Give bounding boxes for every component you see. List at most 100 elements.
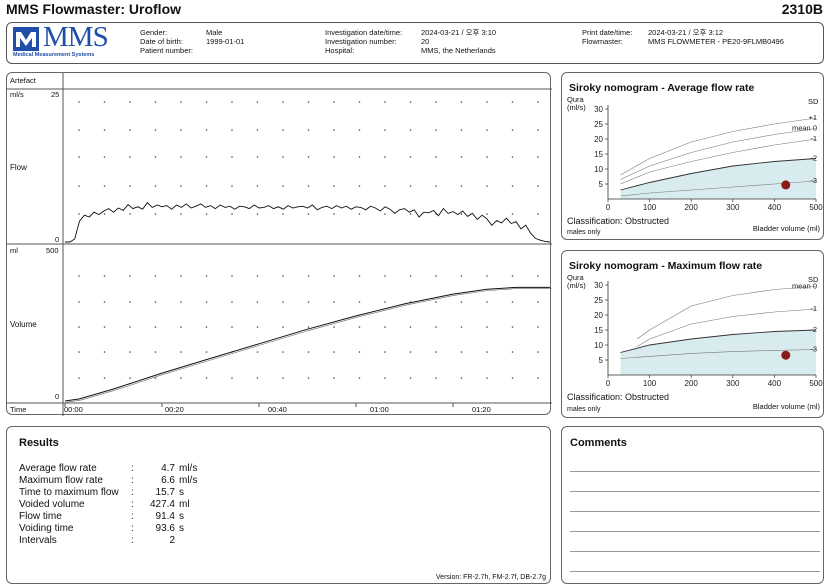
grid-dot [333,377,335,379]
grid-dot [282,129,284,131]
grid-dot [358,156,361,158]
grid-dot [180,377,182,379]
comments-panel: Comments [561,426,824,584]
grid-dot [358,213,361,215]
siroky-maximum-ylabel: Qura [567,273,584,282]
result-value: 91.4 [155,511,175,522]
result-unit: ml [179,499,190,510]
grid-dot [256,326,259,328]
sd-label: mean 0 [792,124,817,133]
dob-value: 1999-01-01 [206,37,245,46]
grid-dot [307,301,310,303]
x-tick-label: 500 [809,379,823,388]
grid-dot [282,275,284,277]
grid-dot [154,275,157,277]
grid-dot [129,101,131,103]
result-colon: : [131,487,134,498]
grid-dot [103,213,106,215]
results-panel: Results Average flow rate:4.7 ml/s Maximum… [6,426,551,584]
grid-dot [384,101,386,103]
print-labels: Print date/time: Flowmaster: [582,28,632,46]
siroky-maximum-sd-header: SD [808,275,819,284]
result-colon: : [131,535,134,546]
x-tick-label: 300 [726,379,740,388]
result-row: Flow time: 91.4 s [19,511,197,523]
result-label: Voiding time [19,523,74,534]
grid-dot [537,351,539,353]
grid-dot [205,185,208,187]
result-label: Average flow rate [19,463,97,474]
grid-dot [256,101,259,103]
grid-dot [307,129,310,131]
hospital-label: Hospital: [325,46,355,55]
flow-grid-dots [78,101,539,215]
grid-dot [486,101,488,103]
version-text: Version: FR-2.7h, FM-2.7f, DB-2.7g [435,574,546,581]
grid-dot [180,156,182,158]
grid-dot [154,351,157,353]
grid-dot [435,377,437,379]
grid-dot [511,351,514,353]
grid-dot [231,377,233,379]
grid-dot [180,129,182,131]
grid-dot [384,129,386,131]
grid-dot [409,156,412,158]
grid-dot [486,213,488,215]
y-tick-label: 25 [594,120,603,129]
grid-dot [358,326,361,328]
grid-dot [511,129,514,131]
result-label: Maximum flow rate [19,475,103,486]
print-datetime-label: Print date/time: [582,28,633,37]
y-tick-label: 30 [594,105,603,114]
grid-dot [205,101,208,103]
grid-dot [129,351,131,353]
grid-dot [282,213,284,215]
grid-dot [384,351,386,353]
sd-label: -3 [810,176,817,185]
result-row: Time to maximum flow: 15.7 s [19,487,197,499]
grid-dot [180,301,182,303]
grid-dot [103,185,106,187]
grid-dot [256,185,259,187]
result-colon: : [131,499,134,510]
grid-dot [358,129,361,131]
grid-dot [282,101,284,103]
grid-dot [384,377,386,379]
y-tick-label: 20 [594,135,603,144]
volume-ytick-max: 500 [46,246,59,255]
grid-dot [256,377,259,379]
grid-dot [537,377,539,379]
patient-number-label: Patient number: [140,46,193,55]
grid-dot [333,301,335,303]
grid-dot [129,129,131,131]
grid-dot [460,101,463,103]
grid-dot [154,156,157,158]
grid-dot [154,129,157,131]
y-tick-label: 5 [599,356,604,365]
time-ticks [64,403,454,407]
grid-dot [460,275,463,277]
grid-dot [129,156,131,158]
flowmaster-label: Flowmaster: [582,37,623,46]
x-tick-label: 500 [809,203,823,212]
grid-dot [205,129,208,131]
y-tick-label: 30 [594,281,603,290]
siroky-maximum-yunit: (ml/s) [567,281,586,290]
grid-dot [486,351,488,353]
sd-curve [620,158,817,191]
result-row: Average flow rate: 4.7 ml/s [19,463,197,475]
grid-dot [307,185,310,187]
artefact-label: Artefact [10,76,36,85]
y-tick-label: 10 [594,165,603,174]
grid-dot [537,129,539,131]
result-label: Voided volume [19,499,85,510]
grid-dot [282,301,284,303]
sd-curve [620,329,817,353]
patient-values: Male 1999-01-01 [206,28,244,46]
grid-dot [78,301,80,303]
grid-dot [384,156,386,158]
flowmaster-value: MMS FLOWMETER - PE20-9FLMB0496 [648,37,784,46]
sd-label: mean 0 [792,282,817,291]
comment-line [570,551,820,552]
result-label: Time to maximum flow [19,487,119,498]
